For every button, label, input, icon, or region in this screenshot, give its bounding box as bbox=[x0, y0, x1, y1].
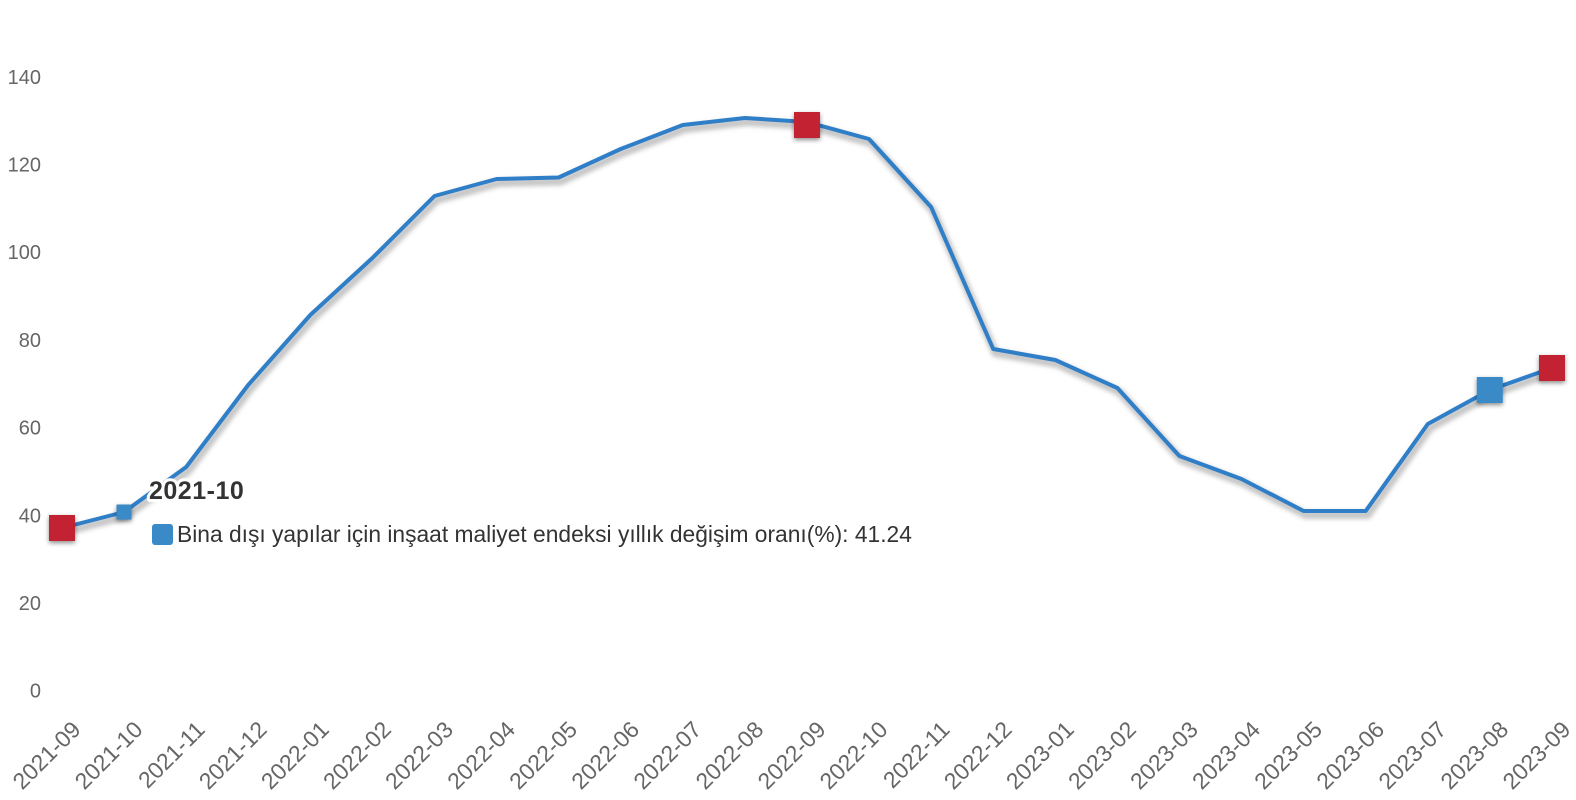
svg-text:2022-12: 2022-12 bbox=[939, 716, 1017, 794]
svg-text:60: 60 bbox=[19, 418, 41, 440]
svg-text:2022-07: 2022-07 bbox=[628, 716, 706, 794]
svg-text:80: 80 bbox=[19, 330, 41, 352]
svg-text:100: 100 bbox=[8, 242, 41, 264]
svg-text:2023-08: 2023-08 bbox=[1435, 716, 1513, 794]
svg-text:2021-12: 2021-12 bbox=[194, 716, 272, 794]
svg-text:0: 0 bbox=[30, 681, 41, 703]
svg-text:120: 120 bbox=[8, 155, 41, 177]
svg-text:2022-03: 2022-03 bbox=[380, 716, 458, 794]
svg-text:2021-09: 2021-09 bbox=[7, 716, 85, 794]
svg-text:2023-04: 2023-04 bbox=[1187, 716, 1265, 794]
svg-text:Bina dışı yapılar için inşaat: Bina dışı yapılar için inşaat maliyet en… bbox=[177, 521, 912, 547]
svg-text:40: 40 bbox=[19, 505, 41, 527]
svg-text:2021-10: 2021-10 bbox=[70, 716, 148, 794]
svg-text:2022-04: 2022-04 bbox=[442, 716, 520, 794]
svg-text:2022-01: 2022-01 bbox=[256, 716, 334, 794]
svg-text:2023-03: 2023-03 bbox=[1125, 716, 1203, 794]
svg-text:2022-05: 2022-05 bbox=[504, 716, 582, 794]
svg-text:2023-07: 2023-07 bbox=[1373, 716, 1451, 794]
svg-text:140: 140 bbox=[8, 67, 41, 89]
svg-text:2023-05: 2023-05 bbox=[1249, 716, 1327, 794]
svg-text:2023-02: 2023-02 bbox=[1063, 716, 1141, 794]
svg-text:2023-06: 2023-06 bbox=[1311, 716, 1389, 794]
svg-text:2022-09: 2022-09 bbox=[752, 716, 830, 794]
svg-text:2022-06: 2022-06 bbox=[566, 716, 644, 794]
svg-text:2023-01: 2023-01 bbox=[1001, 716, 1079, 794]
svg-text:2021-10: 2021-10 bbox=[149, 477, 244, 505]
svg-text:2022-08: 2022-08 bbox=[690, 716, 768, 794]
svg-text:2022-10: 2022-10 bbox=[814, 716, 892, 794]
svg-text:20: 20 bbox=[19, 593, 41, 615]
svg-text:2023-09: 2023-09 bbox=[1497, 716, 1575, 794]
svg-text:2022-02: 2022-02 bbox=[318, 716, 396, 794]
